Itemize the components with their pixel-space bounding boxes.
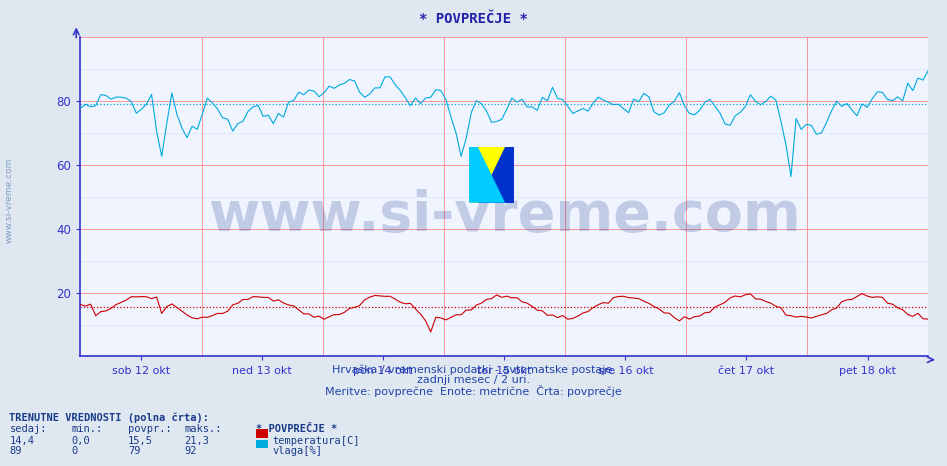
Polygon shape: [469, 147, 505, 203]
Text: * POVPREČJE *: * POVPREČJE *: [420, 12, 527, 26]
Text: 89: 89: [9, 446, 22, 456]
Text: zadnji mesec / 2 uri.: zadnji mesec / 2 uri.: [417, 375, 530, 384]
Polygon shape: [478, 147, 514, 203]
Text: povpr.:: povpr.:: [128, 424, 171, 434]
Text: 21,3: 21,3: [185, 436, 209, 445]
Text: 15,5: 15,5: [128, 436, 152, 445]
Text: 0: 0: [71, 446, 78, 456]
Text: 92: 92: [185, 446, 197, 456]
Text: * POVPREČJE *: * POVPREČJE *: [256, 424, 337, 434]
Text: www.si-vreme.com: www.si-vreme.com: [208, 189, 800, 243]
Text: sedaj:: sedaj:: [9, 424, 47, 434]
Text: maks.:: maks.:: [185, 424, 223, 434]
Text: vlaga[%]: vlaga[%]: [273, 446, 323, 456]
Text: TRENUTNE VREDNOSTI (polna črta):: TRENUTNE VREDNOSTI (polna črta):: [9, 412, 209, 423]
Text: 79: 79: [128, 446, 140, 456]
Text: 0,0: 0,0: [71, 436, 90, 445]
Text: Hrvaška / vremenski podatki - avtomatske postaje.: Hrvaška / vremenski podatki - avtomatske…: [331, 364, 616, 375]
Text: min.:: min.:: [71, 424, 102, 434]
Text: 14,4: 14,4: [9, 436, 34, 445]
Text: www.si-vreme.com: www.si-vreme.com: [5, 158, 14, 243]
Text: Meritve: povprečne  Enote: metrične  Črta: povprečje: Meritve: povprečne Enote: metrične Črta:…: [325, 385, 622, 397]
Text: temperatura[C]: temperatura[C]: [273, 436, 360, 445]
